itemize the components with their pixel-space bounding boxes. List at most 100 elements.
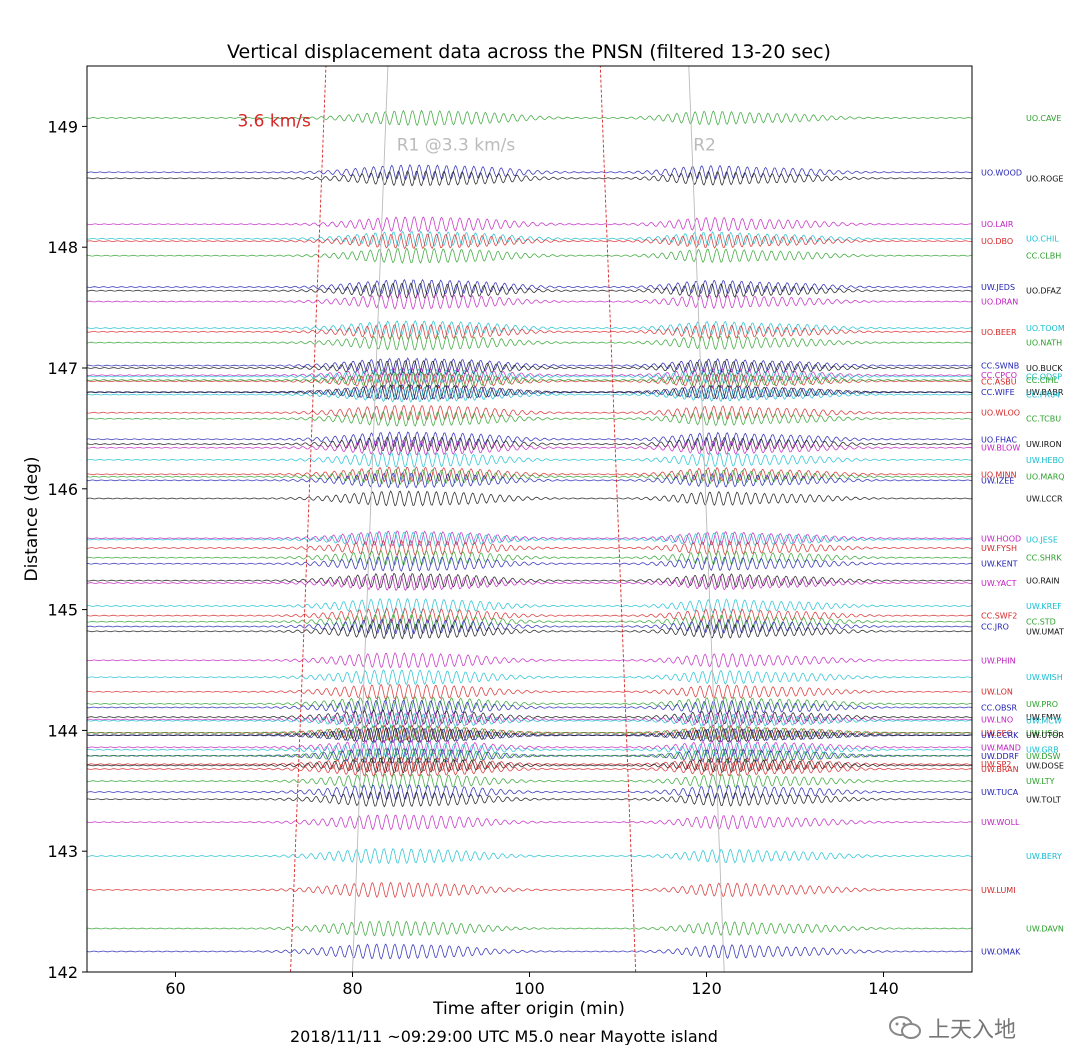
trace-uw-lty bbox=[87, 772, 972, 790]
station-label: UO.CHIL bbox=[1026, 235, 1059, 244]
station-label: CC.ODSP bbox=[1026, 372, 1062, 381]
trace-uw-yact bbox=[87, 574, 972, 592]
station-label: UW.IZEE bbox=[981, 476, 1014, 485]
trace-uw-lon bbox=[87, 683, 972, 700]
trace-uw-woll bbox=[87, 813, 972, 831]
plot-frame bbox=[86, 65, 973, 973]
moveout-line bbox=[599, 66, 637, 972]
chart-caption: 2018/11/11 ~09:29:00 UTC M5.0 near Mayot… bbox=[290, 1027, 718, 1045]
trace-uo-nath bbox=[87, 334, 972, 351]
trace-uw-kent bbox=[87, 555, 972, 572]
x-tick-label: 120 bbox=[691, 979, 722, 998]
station-label: UW.HSO bbox=[1026, 729, 1059, 738]
station-label: UO.MINN bbox=[981, 470, 1017, 479]
trace-uw-dsw bbox=[87, 747, 972, 765]
annotation-label: R2 bbox=[693, 136, 716, 156]
trace-uw-tuca bbox=[87, 783, 972, 801]
station-label: CC.JRO bbox=[981, 623, 1009, 632]
trace-uw-hood bbox=[87, 530, 972, 547]
trace-uw-mcw bbox=[87, 712, 972, 729]
station-label: UO.BUCK bbox=[1026, 364, 1063, 373]
trace-uo-chil bbox=[87, 230, 972, 248]
station-label: CC.OBSR bbox=[981, 703, 1017, 712]
trace-cc-jro bbox=[87, 618, 972, 635]
station-label: UW.LCCR bbox=[1026, 494, 1063, 503]
trace-cc-obsr bbox=[87, 699, 972, 716]
trace-uw-hso bbox=[87, 724, 972, 741]
trace-uo-dran bbox=[87, 293, 972, 310]
trace-uw-omak bbox=[87, 943, 972, 960]
x-tick-label: 140 bbox=[868, 979, 899, 998]
station-label: UW.IRON bbox=[1026, 440, 1062, 449]
station-label: UW.MCW bbox=[1026, 717, 1062, 726]
trace-uw-jeds bbox=[87, 278, 972, 296]
station-label: UW.WISH bbox=[1026, 673, 1063, 682]
trace-uw-bery bbox=[87, 847, 972, 865]
station-label: UW.BABR bbox=[1026, 388, 1064, 397]
watermark: 上天入地 bbox=[888, 1012, 1016, 1044]
station-label: UO.DRAN bbox=[981, 298, 1018, 307]
trace-cc-clbh bbox=[87, 247, 972, 264]
trace-uo-wloo bbox=[87, 404, 972, 421]
station-label: CC.TCBU bbox=[1026, 415, 1061, 424]
station-label: UW.KREF bbox=[1026, 602, 1062, 611]
trace-uo-jese bbox=[87, 531, 972, 548]
station-label: UW.BERY bbox=[1026, 852, 1062, 861]
trace-uw-kref bbox=[87, 597, 972, 615]
trace-uw-tolt bbox=[87, 791, 972, 808]
station-label: UW.DOSE bbox=[1026, 761, 1064, 770]
trace-uo-dfaz bbox=[87, 282, 972, 299]
trace-uw-babr bbox=[87, 383, 972, 401]
trace-uo-rain bbox=[87, 572, 972, 589]
trace-uw-dose bbox=[87, 757, 972, 774]
trace-uw-mand bbox=[87, 739, 972, 756]
trace-uo-lair bbox=[87, 216, 972, 233]
trace-uo-dbo bbox=[87, 232, 972, 250]
wechat-icon bbox=[889, 1016, 921, 1039]
x-tick-label: 60 bbox=[165, 979, 185, 998]
moveout-line bbox=[290, 66, 327, 972]
moveout-line bbox=[352, 66, 389, 972]
trace-uw-ccrk bbox=[87, 727, 972, 744]
trace-uw-bran bbox=[87, 761, 972, 778]
trace-uo-fhac bbox=[87, 431, 972, 448]
trace-uw-davn bbox=[87, 920, 972, 937]
plot-area: 3.6 km/s R1 @3.3 km/s R2 bbox=[87, 66, 972, 972]
station-label: UW.DAVN bbox=[1026, 925, 1064, 934]
trace-uw-grb bbox=[87, 741, 972, 759]
station-label: UW.OMAK bbox=[981, 947, 1021, 956]
trace-cc-swnb bbox=[87, 357, 972, 374]
station-label: UW.LNO bbox=[981, 716, 1013, 725]
station-label: UW.HOOD bbox=[981, 534, 1021, 543]
trace-uo-toom bbox=[87, 319, 972, 337]
trace-uw-lccr bbox=[87, 490, 972, 507]
trace-cc-asbu bbox=[87, 373, 972, 390]
station-label: UW.PHIN bbox=[981, 656, 1016, 665]
trace-cc-swf2 bbox=[87, 607, 972, 624]
station-label: UW.HEBO bbox=[1026, 456, 1064, 465]
trace-uw-umat bbox=[87, 623, 972, 640]
station-label: UO.RAIN bbox=[1026, 577, 1059, 586]
station-label: UW.FMW bbox=[1026, 713, 1061, 722]
trace-uo-buck bbox=[87, 359, 972, 377]
y-tick-label: 143 bbox=[47, 842, 78, 861]
y-tick-label: 144 bbox=[47, 721, 78, 740]
station-label: CC.WIFE bbox=[981, 388, 1015, 397]
trace-uo-wood bbox=[87, 164, 972, 181]
station-label: UW.DSW bbox=[1026, 752, 1061, 761]
trace-uo-marq bbox=[87, 468, 972, 485]
station-label: UW.LTY bbox=[1026, 777, 1055, 786]
station-label: UO.DBO bbox=[981, 237, 1013, 246]
station-label: UO.ROGE bbox=[1026, 174, 1063, 183]
station-label: CC.STD bbox=[1026, 618, 1056, 627]
trace-cc-pr04 bbox=[87, 386, 972, 403]
station-label: UW.JEDS bbox=[981, 283, 1015, 292]
trace-uo-cave bbox=[87, 109, 972, 127]
station-label: UW.SP2 bbox=[981, 760, 1011, 769]
trace-uw-lno bbox=[87, 711, 972, 728]
moveout-line bbox=[688, 66, 725, 972]
station-label: UW.TUCA bbox=[981, 788, 1019, 797]
y-tick-label: 148 bbox=[47, 238, 78, 257]
trace-cc-cpco bbox=[87, 366, 972, 384]
station-label: UW.DDRF bbox=[981, 752, 1019, 761]
